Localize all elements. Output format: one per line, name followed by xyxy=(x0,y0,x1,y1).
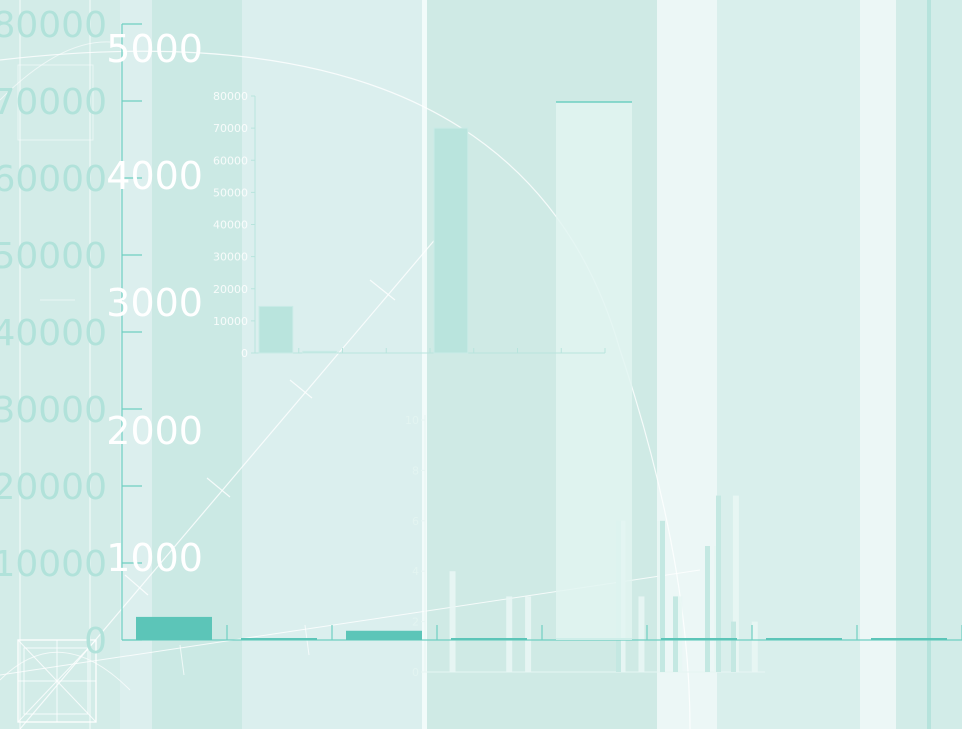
faint-y-tick-label: 2 xyxy=(412,616,419,629)
inset-y-tick-label: 0 xyxy=(241,347,248,360)
main-y-tick-label: 70000 xyxy=(0,82,107,123)
faint-y-tick-label: 0 xyxy=(412,666,419,679)
faint-bar xyxy=(676,596,683,672)
main-y-tick-label: 10000 xyxy=(0,544,107,585)
overlay-y-tick-label: 5000 xyxy=(106,27,203,71)
main-y-tick-label: 60000 xyxy=(0,159,107,200)
inset-y-tick-label: 10000 xyxy=(213,315,248,328)
background-bar xyxy=(556,102,632,640)
inset-y-tick-label: 60000 xyxy=(213,154,248,167)
faint-inset-chart: 0 2 4 6 8 10 xyxy=(405,414,765,679)
main-y-tick-label: 0 xyxy=(84,621,107,662)
faint-y-tick-label: 4 xyxy=(412,565,419,578)
main-bar xyxy=(241,638,317,640)
overlay-y-tick-label: 2000 xyxy=(106,409,203,453)
main-bar xyxy=(871,638,947,640)
faint-bar xyxy=(751,621,758,672)
faint-bar xyxy=(660,520,665,672)
main-y-tick-label: 40000 xyxy=(0,313,107,354)
inset-y-tick-label: 50000 xyxy=(213,186,248,199)
faint-bar xyxy=(449,571,456,672)
main-bar xyxy=(451,638,527,640)
faint-y-tick-label: 6 xyxy=(412,515,419,528)
main-bars xyxy=(136,101,947,640)
overlay-y-tick-label: 3000 xyxy=(106,281,203,325)
faint-bar xyxy=(716,495,721,672)
faint-y-tick-label: 10 xyxy=(405,414,419,427)
decorative-overlay xyxy=(0,0,701,729)
faint-y-tick-label: 8 xyxy=(412,464,419,477)
main-bar xyxy=(766,638,842,640)
overlay-y-ticks: 1000 2000 3000 4000 5000 xyxy=(106,27,203,580)
main-y-tick-label: 30000 xyxy=(0,390,107,431)
faint-bar xyxy=(673,596,678,672)
inset-y-tick-label: 40000 xyxy=(213,219,248,232)
faint-bar xyxy=(732,495,739,672)
inset-y-tick-label: 30000 xyxy=(213,251,248,264)
main-bar xyxy=(136,616,212,640)
main-y-tick-label: 80000 xyxy=(0,5,107,46)
main-y-ticks: 0 10000 20000 30000 40000 50000 60000 70000 8000… xyxy=(0,5,142,662)
inset-y-tick-label: 20000 xyxy=(213,283,248,296)
main-x-ticks xyxy=(226,625,962,640)
overlay-y-tick-label: 1000 xyxy=(106,536,203,580)
inset-bar xyxy=(258,305,294,354)
faint-bar xyxy=(525,596,532,672)
main-bar xyxy=(346,630,422,640)
inset-y-tick-label: 80000 xyxy=(213,90,248,103)
faint-bar xyxy=(638,596,645,672)
faint-bar xyxy=(506,596,513,672)
inset-bar xyxy=(433,127,469,354)
inset-x-ticks xyxy=(298,348,606,353)
inset-y-tick-label: 70000 xyxy=(213,122,248,135)
inset-chart: 0 10000 20000 30000 40000 50000 60000 70000 8000… xyxy=(213,90,606,360)
inset-y-ticks: 0 10000 20000 30000 40000 50000 60000 70000 8000… xyxy=(213,90,255,360)
inset-bar xyxy=(302,350,337,354)
inset-bars xyxy=(258,127,469,354)
overlay-y-tick-label: 4000 xyxy=(106,154,203,198)
main-bar xyxy=(661,638,737,640)
faint-bar xyxy=(705,546,710,672)
main-y-tick-label: 20000 xyxy=(0,467,107,508)
main-y-tick-label: 50000 xyxy=(0,236,107,277)
faint-bar xyxy=(731,621,736,672)
